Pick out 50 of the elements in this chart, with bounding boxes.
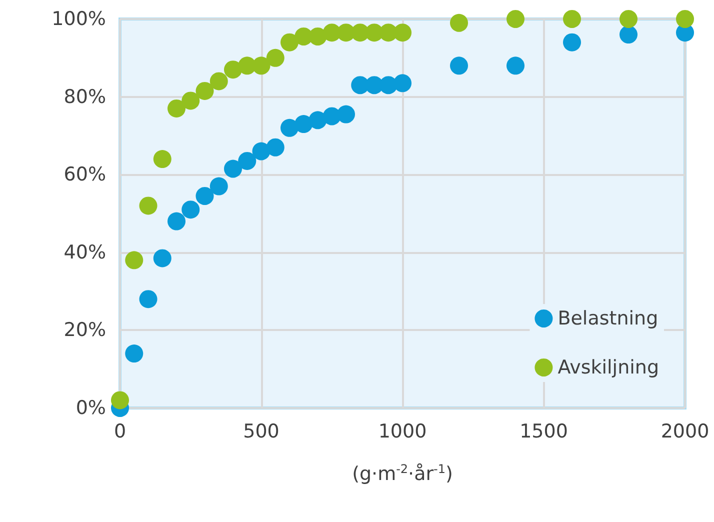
point: [506, 10, 524, 28]
point: [620, 26, 638, 44]
point: [210, 72, 228, 90]
point: [676, 10, 694, 28]
point: [394, 74, 412, 92]
point: [139, 290, 158, 308]
point: [450, 56, 468, 75]
y-tick-label: 80%: [64, 86, 106, 108]
point: [563, 33, 581, 52]
point: [224, 160, 242, 178]
point: [506, 56, 524, 75]
point: [182, 92, 200, 110]
point: [182, 200, 200, 219]
point: [125, 344, 144, 363]
point: [252, 56, 270, 75]
point: [266, 138, 284, 156]
point: [266, 48, 284, 67]
point: [153, 150, 172, 168]
y-tick-label: 20%: [64, 319, 106, 342]
y-tick-label: 100%: [52, 8, 106, 30]
x-tick-label: 0: [114, 420, 126, 442]
y-tick-label: 60%: [64, 164, 106, 186]
point: [563, 10, 581, 28]
x-tick-label: 2000: [660, 420, 710, 442]
legend-label: Avskiljning: [558, 356, 660, 378]
point: [210, 177, 228, 196]
point: [153, 249, 172, 268]
point: [294, 115, 313, 134]
point: [394, 24, 412, 42]
legend-label: Belastning: [558, 308, 658, 330]
x-tick-label: 500: [243, 420, 280, 442]
point: [224, 60, 242, 79]
point: [168, 99, 186, 118]
point: [139, 196, 158, 215]
point: [252, 142, 270, 160]
point: [196, 187, 214, 205]
point: [111, 391, 129, 410]
y-tick-label: 0%: [76, 397, 106, 419]
point: [280, 118, 298, 137]
point: [450, 14, 468, 32]
point: [620, 10, 638, 28]
point: [280, 33, 298, 52]
point: [337, 105, 355, 124]
point: [196, 82, 214, 100]
x-tick-label: 1000: [378, 420, 427, 442]
y-tick-label: 40%: [64, 241, 106, 264]
x-tick-label: 1500: [520, 420, 568, 442]
point: [125, 251, 144, 270]
point: [238, 152, 256, 170]
point: [168, 212, 186, 230]
